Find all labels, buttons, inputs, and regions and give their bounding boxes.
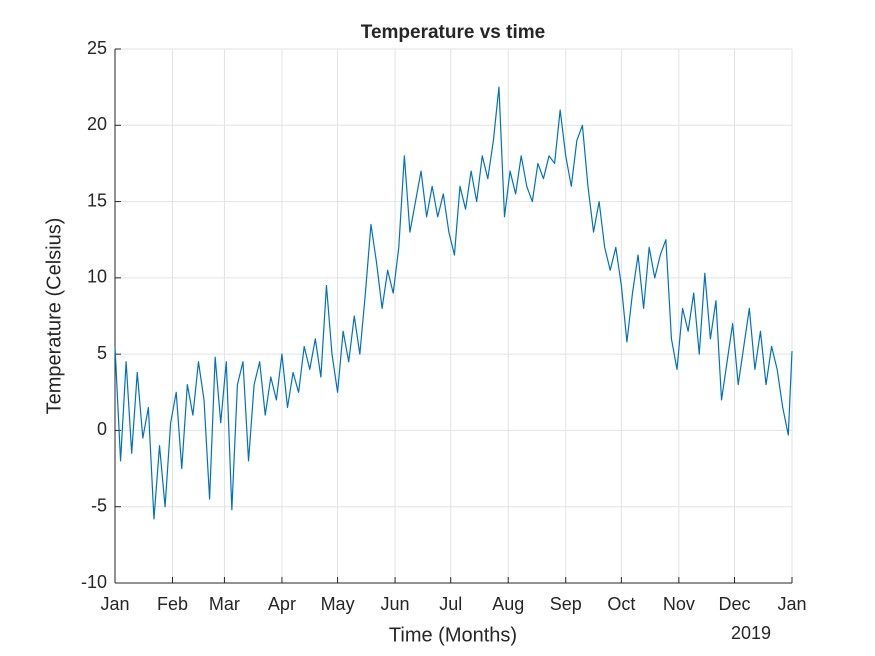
x-tick-label: Jun — [381, 594, 410, 614]
x-tick-label: Jul — [439, 594, 462, 614]
x-tick-label: Apr — [268, 594, 296, 614]
x-axis-label: Time (Months) — [389, 624, 517, 646]
y-axis-label: Temperature (Celsius) — [43, 218, 65, 415]
x-tick-label: Oct — [607, 594, 635, 614]
x-tick-label: Jan — [100, 594, 129, 614]
chart-title: Temperature vs time — [361, 22, 545, 43]
x-axis-annotation: 2019 — [731, 623, 771, 643]
y-tick-label: -10 — [81, 572, 107, 592]
x-tick-label: Sep — [550, 594, 582, 614]
y-tick-label: 10 — [87, 267, 107, 287]
y-tick-label: 25 — [87, 38, 107, 58]
data-line — [114, 86, 793, 520]
y-tick-label: -5 — [91, 495, 107, 515]
x-tick-label: Nov — [663, 594, 695, 614]
x-tick-label: Feb — [157, 594, 188, 614]
x-tick-label: May — [321, 594, 355, 614]
x-tick-label: Aug — [492, 594, 524, 614]
x-tick-label: Dec — [718, 594, 750, 614]
x-tick-label: Jan — [777, 594, 806, 614]
y-tick-label: 15 — [87, 190, 107, 210]
y-tick-label: 0 — [97, 419, 107, 439]
x-tick-label: Mar — [209, 594, 240, 614]
y-tick-label: 5 — [97, 343, 107, 363]
y-tick-label: 20 — [87, 114, 107, 134]
